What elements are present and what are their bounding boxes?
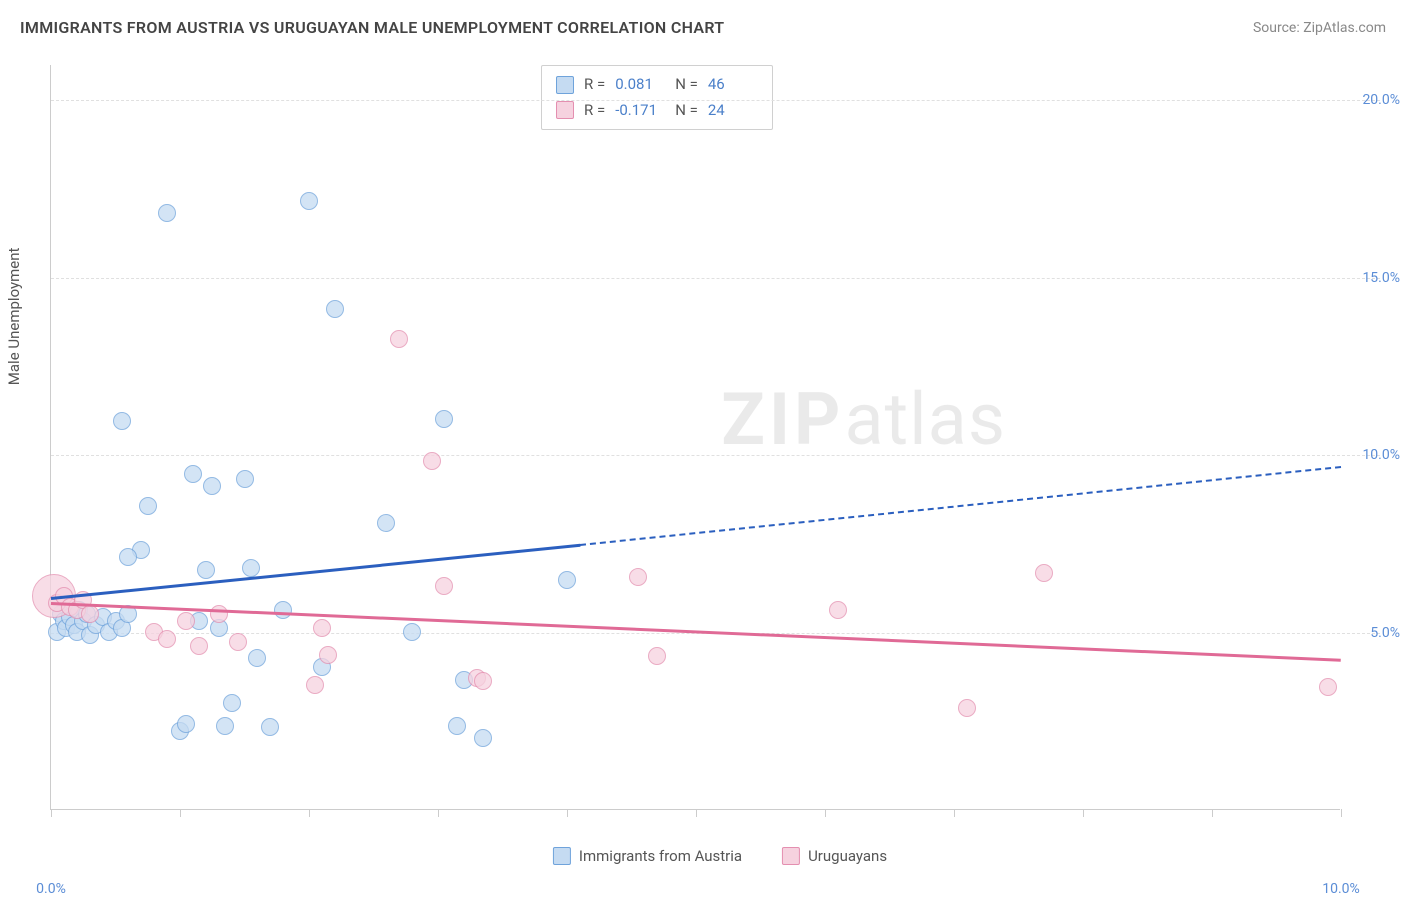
data-point: [197, 561, 215, 579]
data-point: [558, 571, 576, 589]
data-point: [158, 204, 176, 222]
x-tick: [567, 809, 568, 817]
chart-container: Male Unemployment ZIPatlas R = 0.081 N =…: [50, 65, 1390, 825]
data-point: [203, 477, 221, 495]
data-point: [403, 623, 421, 641]
x-tick-label: 10.0%: [1322, 881, 1360, 897]
plot-area: ZIPatlas R = 0.081 N = 46 R = -0.171 N =…: [50, 65, 1340, 810]
gridline: [51, 278, 1380, 279]
data-point: [306, 676, 324, 694]
x-tick: [1341, 809, 1342, 817]
data-point: [829, 601, 847, 619]
x-tick: [438, 809, 439, 817]
data-point: [261, 718, 279, 736]
data-point: [1035, 564, 1053, 582]
data-point: [300, 192, 318, 210]
data-point: [248, 649, 266, 667]
watermark: ZIPatlas: [721, 377, 1006, 462]
x-tick: [954, 809, 955, 817]
data-point: [474, 672, 492, 690]
gridline: [51, 455, 1380, 456]
y-tick-label: 20.0%: [1362, 92, 1400, 108]
data-point: [223, 694, 241, 712]
source-attribution: Source: ZipAtlas.com: [1253, 20, 1386, 36]
x-tick: [1212, 809, 1213, 817]
data-point: [158, 630, 176, 648]
data-point: [119, 548, 137, 566]
data-point: [274, 601, 292, 619]
data-point: [435, 577, 453, 595]
swatch-uruguay: [556, 101, 574, 119]
n-value-austria: 46: [708, 72, 758, 98]
data-point: [184, 465, 202, 483]
data-point: [377, 514, 395, 532]
data-point: [216, 717, 234, 735]
x-tick: [825, 809, 826, 817]
y-tick-label: 5.0%: [1370, 625, 1400, 641]
data-point: [139, 497, 157, 515]
data-point: [326, 300, 344, 318]
data-point: [435, 410, 453, 428]
x-tick: [1083, 809, 1084, 817]
data-point: [629, 568, 647, 586]
gridline: [51, 100, 1380, 101]
data-point: [648, 647, 666, 665]
legend-swatch-uruguay: [782, 847, 800, 865]
data-point: [177, 715, 195, 733]
data-point: [313, 619, 331, 637]
data-point: [319, 646, 337, 664]
trendline: [580, 466, 1341, 546]
data-point: [81, 605, 99, 623]
data-point: [423, 452, 441, 470]
legend-item-austria: Immigrants from Austria: [553, 847, 742, 865]
r-value-austria: 0.081: [615, 72, 665, 98]
swatch-austria: [556, 76, 574, 94]
x-tick: [696, 809, 697, 817]
legend: Immigrants from Austria Uruguayans: [553, 847, 887, 865]
x-tick-label: 0.0%: [36, 881, 66, 897]
legend-swatch-austria: [553, 847, 571, 865]
y-tick-label: 10.0%: [1362, 447, 1400, 463]
data-point: [113, 412, 131, 430]
y-tick-label: 15.0%: [1362, 270, 1400, 286]
stats-row-austria: R = 0.081 N = 46: [556, 72, 758, 98]
data-point: [448, 717, 466, 735]
data-point: [242, 559, 260, 577]
chart-title: IMMIGRANTS FROM AUSTRIA VS URUGUAYAN MAL…: [20, 18, 724, 37]
correlation-stats-box: R = 0.081 N = 46 R = -0.171 N = 24: [541, 65, 773, 130]
x-tick: [180, 809, 181, 817]
data-point: [236, 470, 254, 488]
data-point: [190, 637, 208, 655]
data-point: [1319, 678, 1337, 696]
x-tick: [51, 809, 52, 817]
data-point: [958, 699, 976, 717]
data-point: [390, 330, 408, 348]
data-point: [177, 612, 195, 630]
x-tick: [309, 809, 310, 817]
data-point: [474, 729, 492, 747]
data-point: [210, 605, 228, 623]
legend-item-uruguay: Uruguayans: [782, 847, 887, 865]
data-point: [229, 633, 247, 651]
y-axis-label: Male Unemployment: [5, 248, 23, 386]
